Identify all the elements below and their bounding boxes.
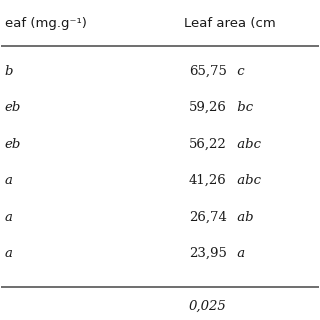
Text: b: b: [4, 65, 13, 78]
Text: a: a: [233, 247, 245, 260]
Text: 65,75: 65,75: [189, 65, 227, 78]
Text: eb: eb: [4, 101, 21, 114]
Text: c: c: [233, 65, 244, 78]
Text: 0,025: 0,025: [189, 300, 227, 312]
Text: ab: ab: [233, 211, 253, 224]
Text: eaf (mg.g⁻¹): eaf (mg.g⁻¹): [4, 17, 86, 30]
Text: eb: eb: [4, 138, 21, 151]
Text: Leaf area (cm: Leaf area (cm: [184, 17, 276, 30]
Text: abc: abc: [233, 138, 261, 151]
Text: a: a: [4, 174, 12, 187]
Text: 41,26: 41,26: [189, 174, 227, 187]
Text: 56,22: 56,22: [189, 138, 227, 151]
Text: 26,74: 26,74: [189, 211, 227, 224]
Text: abc: abc: [233, 174, 261, 187]
Text: bc: bc: [233, 101, 253, 114]
Text: 23,95: 23,95: [189, 247, 227, 260]
Text: a: a: [4, 211, 12, 224]
Text: 59,26: 59,26: [189, 101, 227, 114]
Text: a: a: [4, 247, 12, 260]
